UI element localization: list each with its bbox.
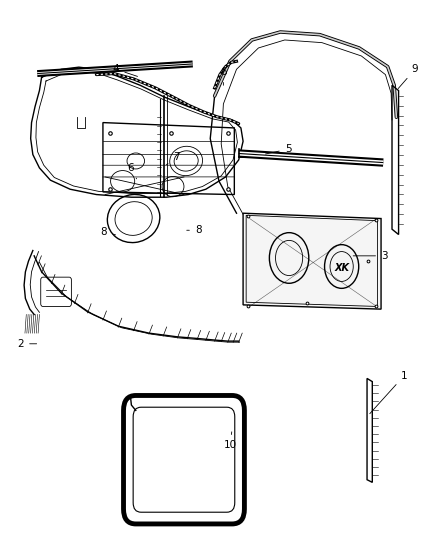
Text: 4: 4 (113, 64, 138, 76)
Text: 2: 2 (18, 339, 37, 349)
Polygon shape (243, 213, 381, 309)
Text: 6: 6 (220, 67, 227, 85)
Text: 8: 8 (187, 225, 201, 235)
Text: 9: 9 (398, 64, 418, 88)
Text: 1: 1 (370, 371, 407, 414)
Text: 8: 8 (101, 227, 116, 237)
Text: 3: 3 (353, 251, 388, 261)
Text: 6: 6 (127, 163, 137, 179)
Text: 7: 7 (166, 152, 180, 165)
Text: 10: 10 (223, 432, 237, 450)
Text: 5: 5 (265, 144, 291, 154)
Text: XK: XK (334, 263, 349, 273)
